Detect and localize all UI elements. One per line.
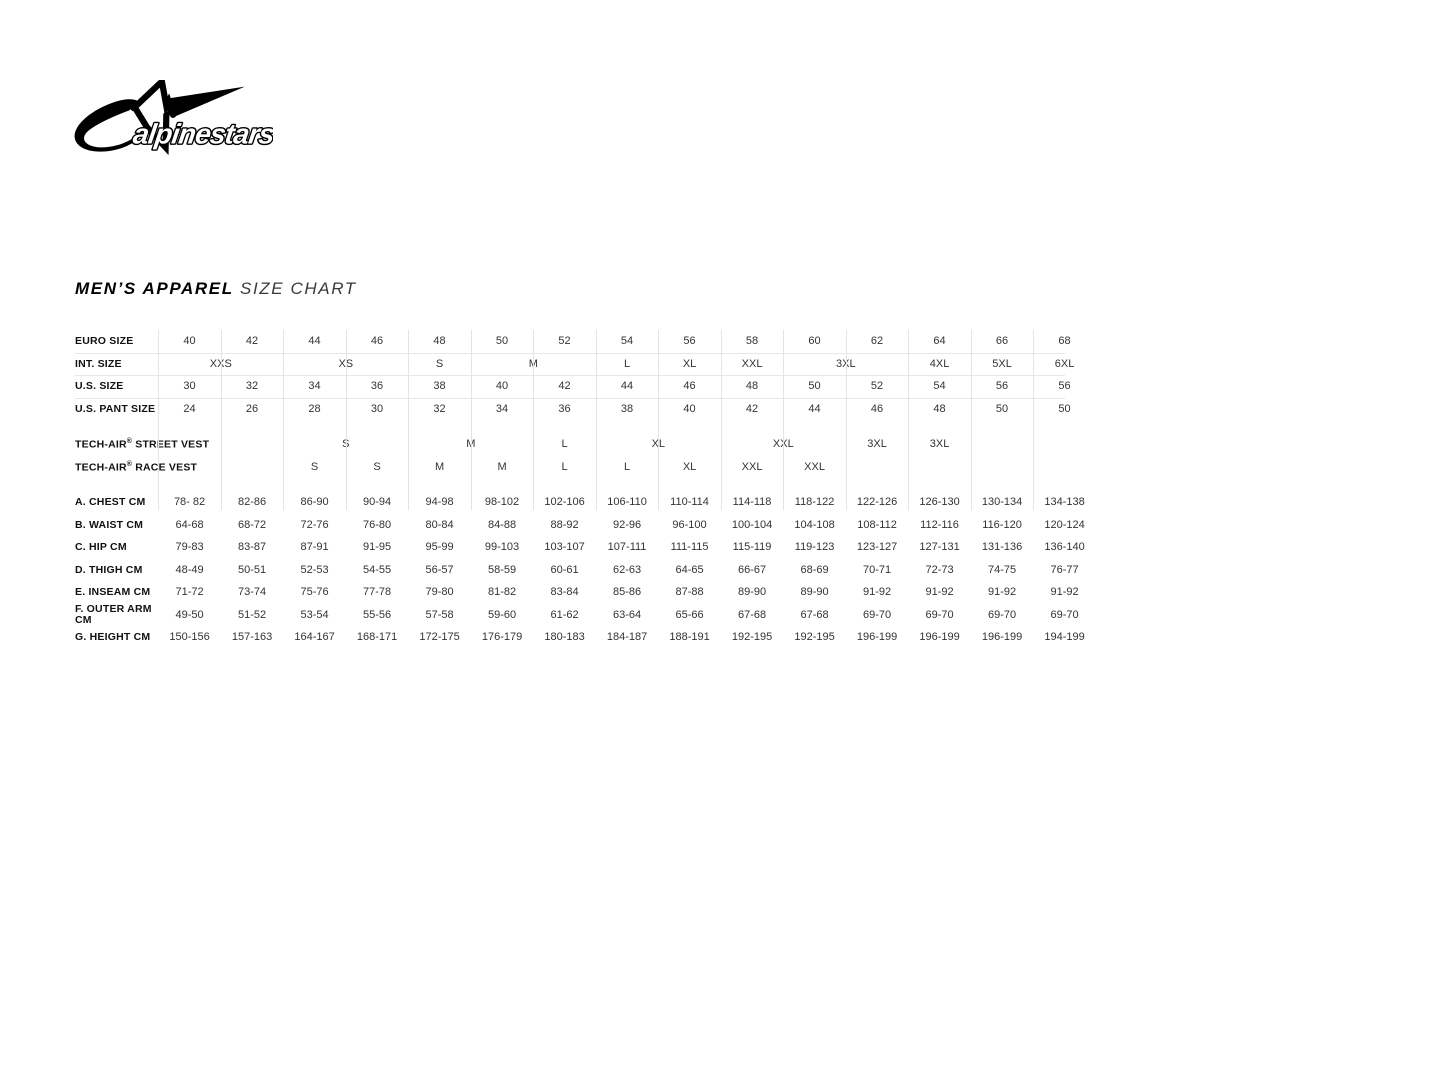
svg-text:alpinestars: alpinestars: [131, 118, 273, 150]
